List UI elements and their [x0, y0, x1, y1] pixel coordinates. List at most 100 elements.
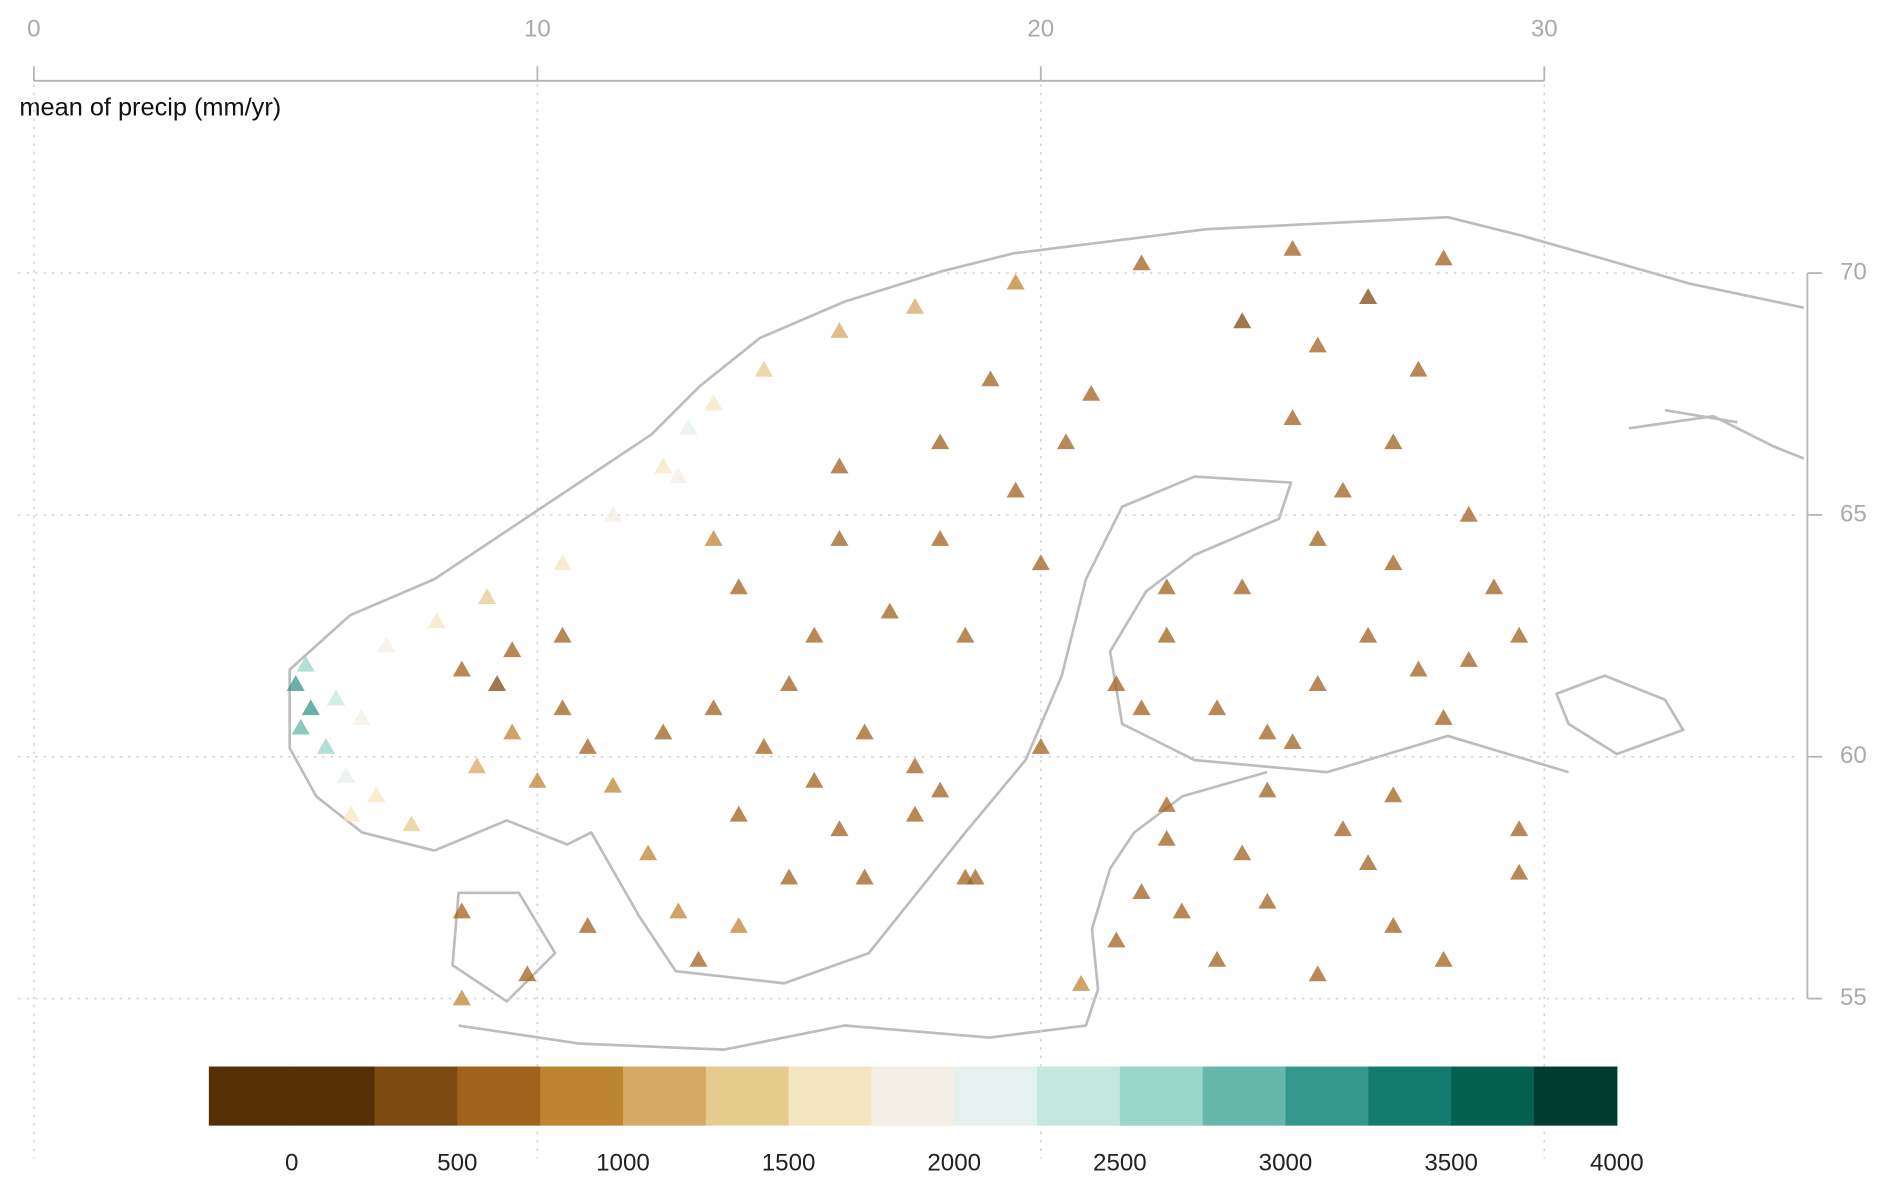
colorbar-swatch	[871, 1066, 955, 1126]
station-point	[1056, 433, 1076, 450]
station-point	[1308, 965, 1327, 982]
station-point	[704, 699, 723, 716]
station-point	[553, 554, 572, 571]
station-point	[956, 626, 975, 643]
colorbar-swatch	[1368, 1066, 1452, 1126]
station-point	[337, 767, 356, 783]
station-point	[805, 771, 824, 788]
station-point	[1107, 675, 1126, 692]
station-point	[326, 689, 346, 706]
station-point	[1359, 854, 1378, 870]
station-point	[452, 660, 471, 677]
colorbar-swatch	[208, 1066, 293, 1126]
station-point	[427, 612, 446, 629]
station-point	[1258, 892, 1277, 909]
station-point	[981, 370, 1000, 387]
station-point	[1157, 796, 1176, 812]
station-point	[931, 433, 950, 450]
colorbar-label: 4000	[1590, 1150, 1644, 1177]
station-point	[830, 457, 849, 474]
y-tick-label: 60	[1840, 742, 1867, 769]
station-point	[1031, 554, 1050, 571]
station-point	[286, 675, 305, 692]
station-point	[679, 418, 698, 435]
station-point	[1006, 273, 1025, 290]
station-point	[296, 655, 315, 672]
colorbar-label: 1500	[762, 1150, 816, 1177]
station-point	[754, 360, 773, 377]
station-point	[1132, 254, 1151, 271]
station-point	[729, 578, 748, 595]
station-point	[855, 723, 874, 740]
station-point	[1510, 820, 1529, 837]
station-point	[603, 505, 622, 522]
station-point	[367, 786, 386, 803]
coastline	[1628, 408, 1805, 460]
colorbar-label: 500	[437, 1150, 477, 1177]
station-point	[1459, 650, 1478, 667]
station-point	[805, 626, 824, 643]
station-point	[754, 738, 773, 754]
coastline	[288, 215, 1805, 852]
station-point	[1157, 626, 1176, 643]
chart-title: mean of precip (mm/yr)	[19, 93, 281, 121]
station-point	[905, 805, 925, 822]
station-point	[1283, 733, 1302, 750]
station-point	[553, 626, 572, 643]
station-point	[603, 776, 622, 793]
station-point	[780, 675, 799, 692]
station-point	[1233, 578, 1252, 595]
station-point	[377, 636, 396, 653]
station-point	[905, 297, 925, 314]
colorbar-swatch	[705, 1066, 790, 1126]
station-point	[780, 868, 799, 885]
station-point	[704, 394, 723, 411]
station-point	[905, 757, 925, 774]
station-point	[654, 723, 673, 740]
colorbar-swatch	[1202, 1066, 1287, 1126]
x-tick-label: 0	[27, 16, 40, 43]
colorbar-swatch	[1533, 1066, 1618, 1126]
colorbar-swatch	[1451, 1066, 1535, 1126]
coastline	[1555, 674, 1685, 756]
station-point	[654, 457, 673, 474]
station-point	[1283, 239, 1302, 256]
station-point	[528, 771, 547, 788]
station-point	[553, 699, 572, 716]
station-point	[1072, 975, 1091, 991]
colorbar-swatch	[374, 1066, 458, 1126]
station-point	[503, 641, 522, 658]
station-point	[1484, 578, 1503, 595]
x-tick-label: 10	[524, 16, 551, 43]
station-point	[931, 530, 950, 546]
colorbar-swatch	[788, 1066, 873, 1126]
colorbar-label: 1000	[596, 1150, 650, 1177]
station-point	[1384, 433, 1403, 450]
colorbar-label: 0	[285, 1150, 298, 1177]
station-point	[1172, 902, 1191, 919]
station-point	[1132, 699, 1151, 716]
station-point	[689, 950, 708, 967]
station-point	[1359, 626, 1378, 643]
y-tick-label: 70	[1840, 258, 1867, 285]
station-point	[855, 868, 874, 885]
x-tick-label: 20	[1027, 16, 1054, 43]
station-point	[1308, 336, 1327, 353]
station-point	[1082, 384, 1101, 401]
station-point	[1409, 360, 1428, 377]
station-point	[1510, 863, 1529, 880]
station-point	[578, 738, 597, 754]
station-point	[729, 805, 748, 822]
colorbar-swatch	[954, 1066, 1038, 1126]
colorbar-label: 2000	[927, 1150, 981, 1177]
station-point	[830, 530, 849, 546]
station-point	[1283, 409, 1302, 425]
station-point	[1258, 781, 1277, 798]
station-point	[830, 820, 849, 837]
station-point	[1207, 950, 1227, 967]
station-point	[1107, 931, 1126, 948]
station-point	[1384, 917, 1403, 933]
x-tick-label: 30	[1531, 16, 1558, 43]
station-point	[452, 989, 471, 1006]
